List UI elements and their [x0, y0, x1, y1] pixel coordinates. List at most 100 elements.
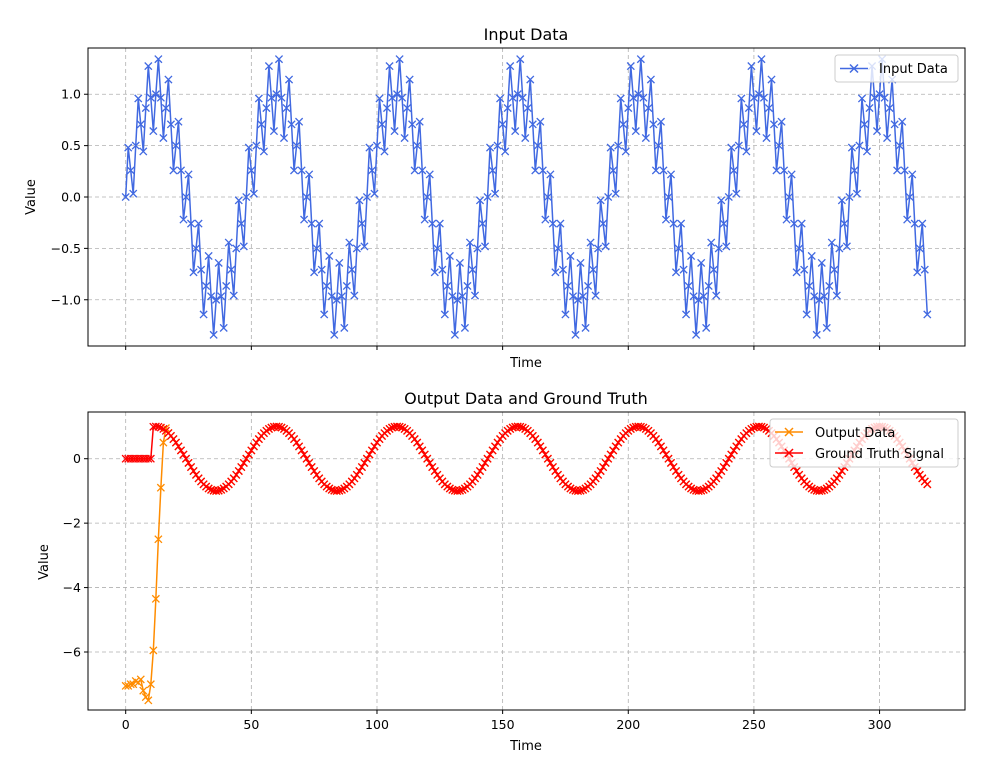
data-point	[885, 103, 894, 113]
input-data-ylabel: Value	[24, 179, 39, 215]
data-point	[596, 466, 605, 476]
data-point	[222, 281, 231, 291]
input-data-title: Input Data	[484, 25, 569, 44]
data-point	[204, 251, 213, 261]
data-point	[410, 435, 419, 444]
legend-box	[834, 54, 959, 83]
data-point	[687, 251, 696, 261]
data-point	[488, 166, 497, 175]
data-point	[501, 147, 510, 156]
data-point	[589, 265, 598, 274]
data-point	[915, 244, 924, 253]
data-point	[800, 265, 809, 274]
data-point	[767, 75, 776, 84]
legend-marker-input-data	[849, 63, 859, 74]
data-point	[757, 55, 766, 64]
data-point	[186, 219, 196, 228]
data-point	[189, 268, 198, 277]
data-point	[385, 424, 394, 434]
data-point	[538, 446, 547, 455]
data-point	[606, 143, 615, 152]
data-point	[536, 442, 545, 451]
data-point	[531, 166, 540, 175]
data-point	[262, 103, 271, 113]
data-point	[312, 470, 321, 479]
data-point	[531, 435, 540, 444]
data-point	[458, 485, 467, 494]
data-point	[463, 281, 472, 291]
data-point	[181, 192, 191, 202]
data-point	[835, 470, 844, 479]
data-point	[184, 170, 193, 179]
data-point	[330, 330, 339, 339]
data-point	[614, 438, 623, 447]
data-point	[714, 244, 723, 253]
data-point	[337, 485, 346, 494]
data-point	[840, 219, 849, 228]
data-point	[561, 310, 570, 319]
data-point	[669, 219, 678, 228]
data-point	[290, 435, 299, 444]
y-tick-label: −4	[63, 580, 81, 595]
data-point	[568, 292, 578, 301]
data-point	[596, 196, 605, 205]
data-point	[267, 93, 276, 102]
data-point	[764, 103, 774, 113]
data-point	[729, 446, 738, 455]
data-point	[176, 166, 186, 175]
data-point	[473, 244, 482, 253]
data-point	[546, 170, 555, 179]
data-point	[604, 192, 613, 202]
data-point	[428, 219, 437, 228]
data-point	[732, 189, 741, 198]
data-point	[817, 486, 826, 495]
data-point	[408, 120, 417, 129]
data-point	[548, 462, 557, 472]
data-point	[136, 120, 145, 129]
data-point	[342, 281, 351, 291]
data-point	[488, 446, 497, 455]
data-point	[626, 424, 635, 434]
data-point	[382, 103, 392, 113]
data-point	[782, 215, 791, 224]
data-point	[207, 292, 216, 301]
data-point	[594, 244, 603, 253]
data-point	[553, 470, 562, 479]
data-point	[609, 446, 618, 455]
data-point	[792, 268, 801, 277]
data-point	[687, 484, 696, 493]
data-point	[704, 281, 713, 291]
legend-label-output-data: Output Data	[815, 426, 895, 441]
data-point	[337, 292, 346, 301]
data-point	[365, 450, 374, 459]
data-point	[174, 117, 183, 126]
data-point	[694, 295, 703, 304]
data-point	[576, 258, 585, 267]
data-point	[131, 141, 140, 150]
input-data-panel: Input Data 1.00.50.0−0.5−1.0 Time Value …	[24, 25, 966, 371]
data-point	[413, 141, 422, 150]
data-point	[473, 470, 482, 479]
data-point	[357, 219, 366, 228]
data-point	[217, 485, 226, 494]
data-point	[523, 103, 532, 113]
data-point	[297, 446, 306, 455]
data-point	[918, 219, 927, 228]
data-point	[171, 438, 181, 447]
data-point	[232, 470, 241, 479]
data-point	[199, 310, 208, 319]
data-point	[360, 458, 369, 467]
data-point	[244, 450, 253, 459]
data-point	[506, 424, 515, 434]
data-point	[415, 442, 424, 451]
data-point	[166, 120, 175, 129]
data-point	[812, 330, 821, 339]
data-point	[739, 120, 748, 129]
data-point	[455, 486, 464, 495]
data-point	[171, 141, 181, 150]
data-point	[146, 93, 155, 102]
data-point	[139, 147, 148, 156]
data-point	[423, 192, 432, 202]
data-point	[385, 62, 394, 71]
